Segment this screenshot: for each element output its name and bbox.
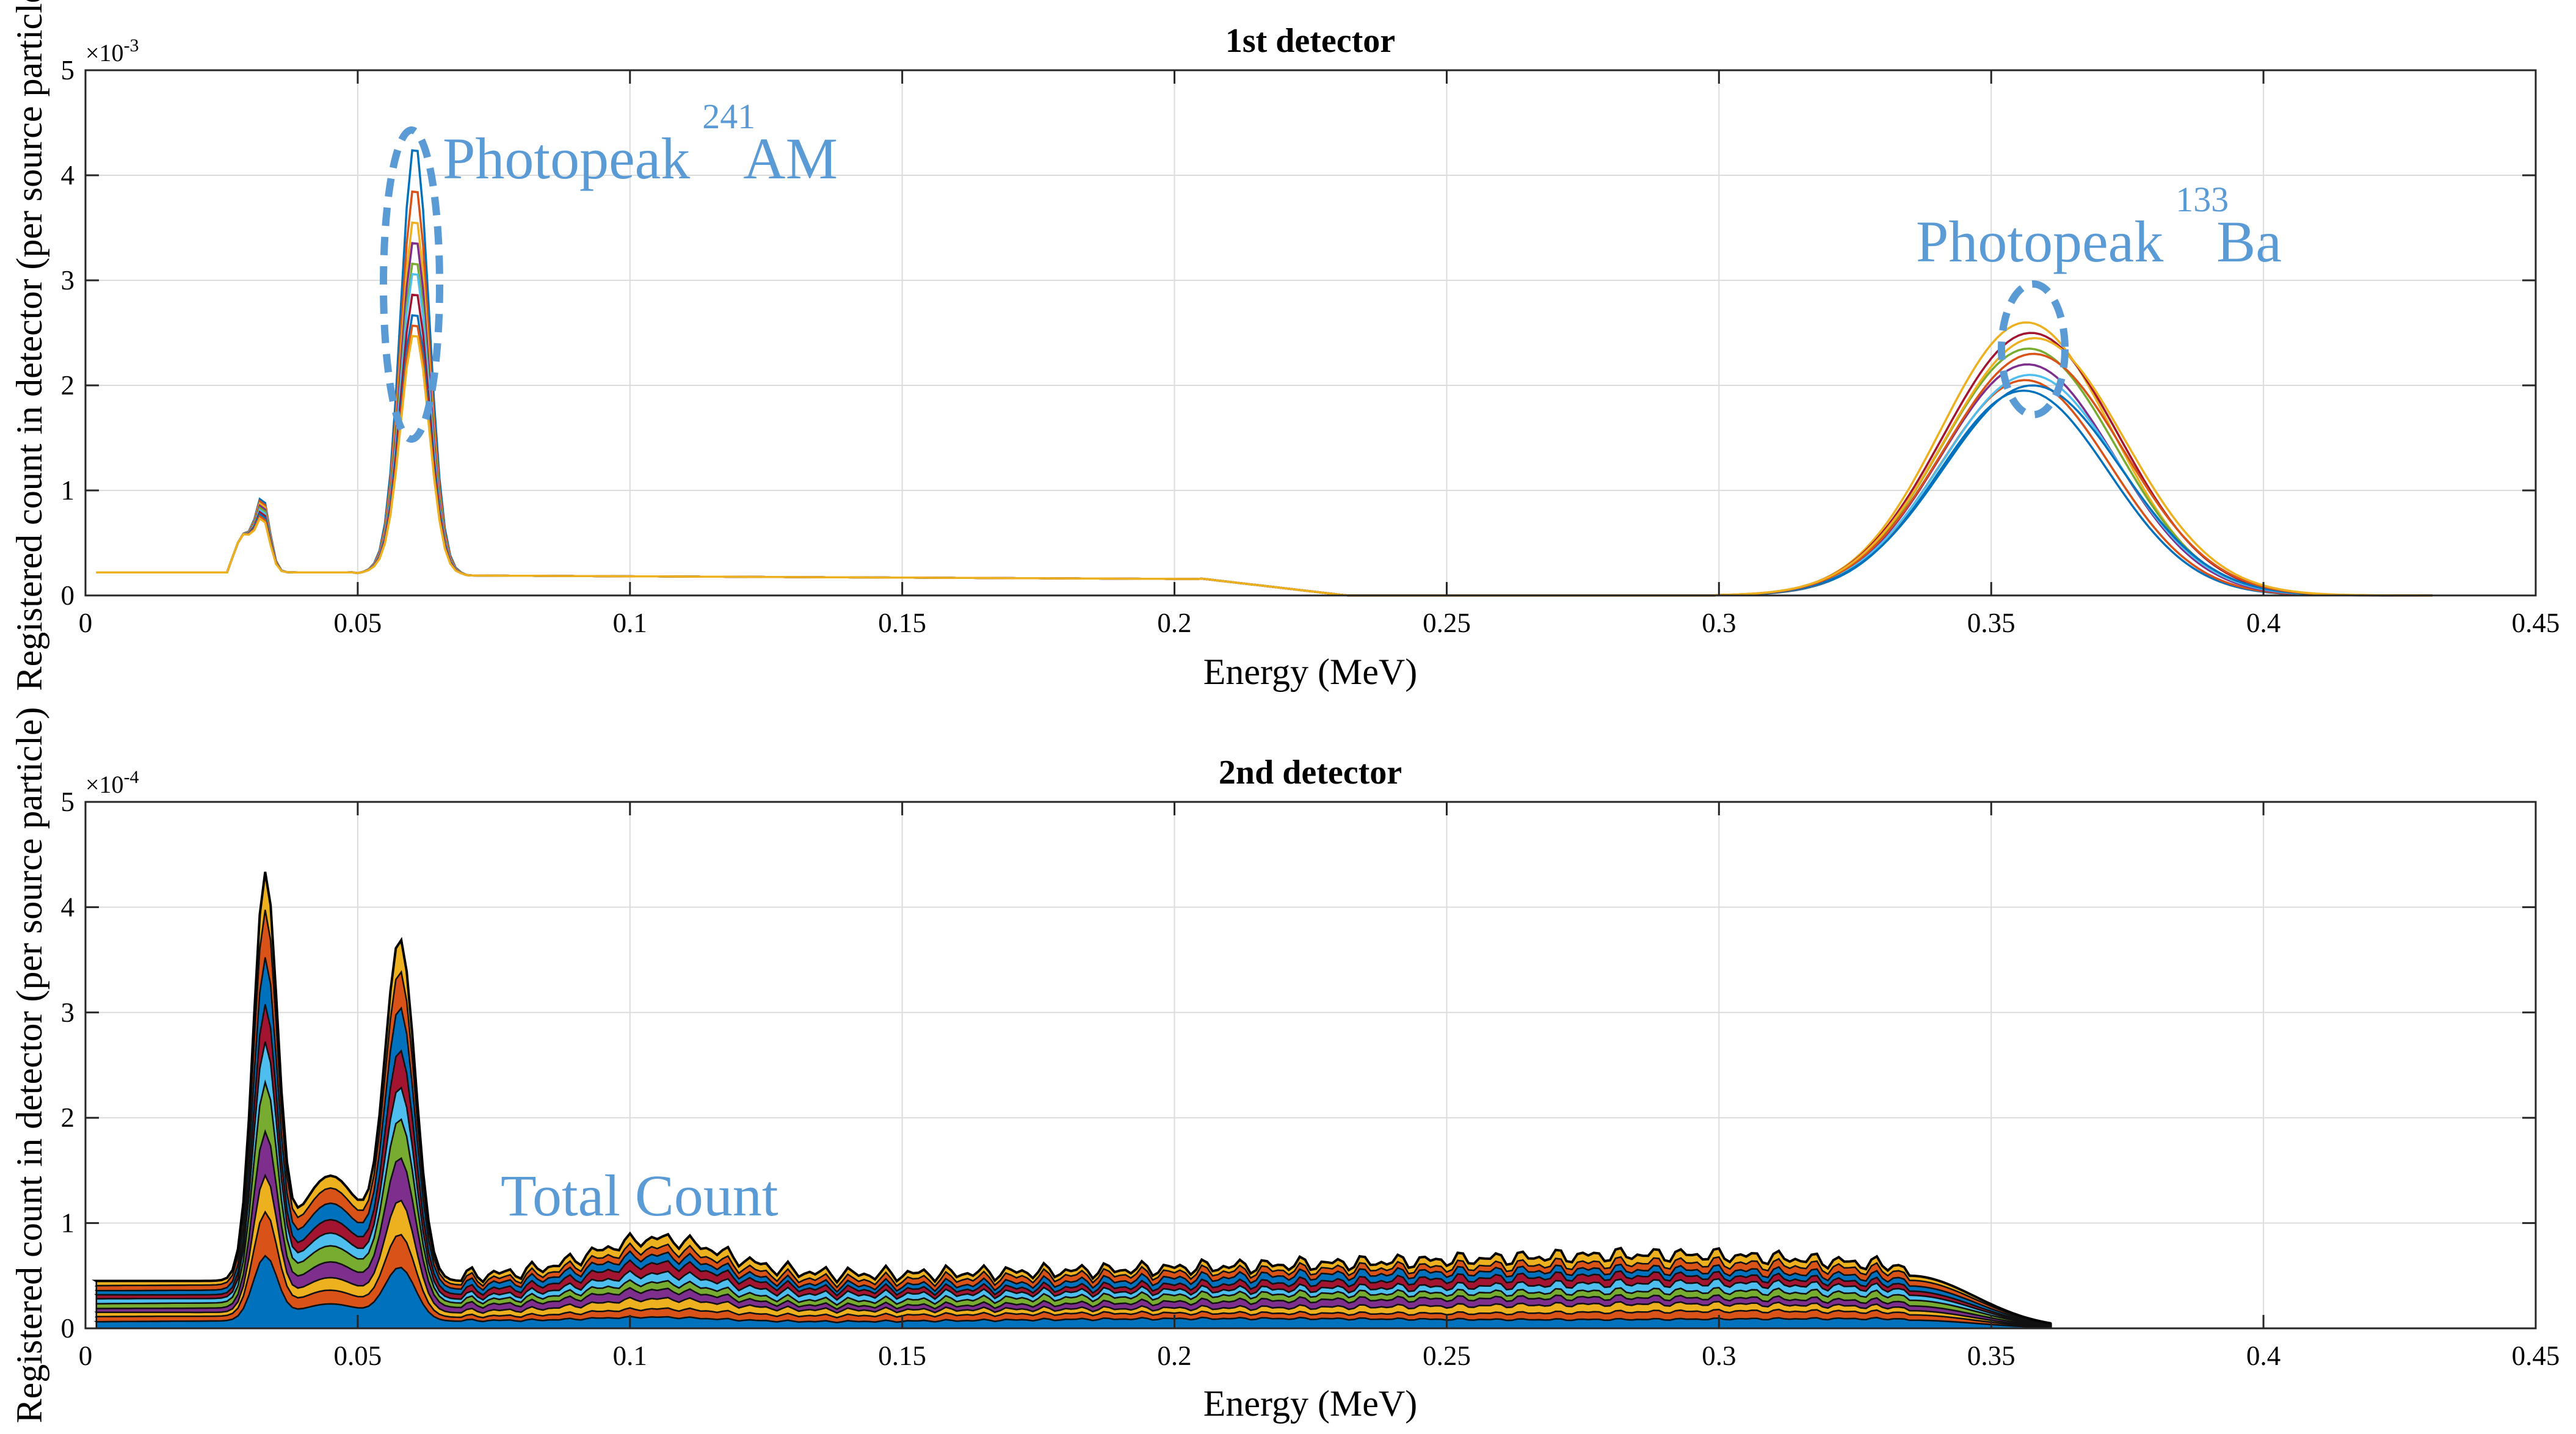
chart-1: 0 0.05 0.1 0.15 0.2 0.25 0.3 0.35 0.4 0.45012345 … [9,0,2560,692]
photopeak-133ba-ellipse [1998,280,2069,418]
chart-2-ticks: 0 0.05 0.1 0.15 0.2 0.25 0.3 0.35 0.4 0.45 0 1 2 3 4 5 [61,787,2560,1371]
photopeak-241am-isotope: AM [743,126,838,191]
chart-2: 0 0.05 0.1 0.15 0.2 0.25 0.3 0.35 0.4 0.45012345 … [9,707,2560,1424]
chart-2-y-tick-label: 2 [61,1102,75,1133]
chart-2-y-tick-label: 5 [61,787,75,817]
chart-2-y-exponent: ×10-4 [85,767,139,798]
chart-2-x-tick-label: 0.4 [2246,1341,2280,1371]
chart-2-y-axis-label: Registered count in detector (per source… [9,707,49,1424]
chart-1-x-tick-label: 0.3 [1702,608,1736,638]
chart-1-x-tick-label: 0.25 [1423,608,1471,638]
chart-2-y-tick-label: 1 [61,1208,75,1239]
chart-2-total-outline [92,872,2052,1325]
chart-2-x-tick-label: 0.05 [334,1341,382,1371]
chart-2-axes-box [84,801,2537,1330]
total-count-label: Total Count [501,1163,778,1228]
chart-1-ticks: 0 0.05 0.1 0.15 0.2 0.25 0.3 0.35 0.4 0.45 0 1 2 3 4 5 [61,55,2560,638]
chart-2-y-tick-label: 3 [61,997,75,1028]
photopeak-241am-ellipse [380,126,443,443]
chart-2-grid [85,802,2536,1328]
chart-1-y-exponent: ×10-3 [85,35,139,67]
photopeak-133ba-label: Photopeak 133 Ba [1916,180,2282,274]
chart-2-x-tick-label: 0.15 [878,1341,926,1371]
chart-1-x-tick-label: 0.1 [613,608,647,638]
chart-1-y-exponent-power: -3 [124,35,139,56]
chart-1-y-tick-label: 1 [61,475,75,506]
chart-1-y-exponent-base: ×10 [85,39,124,67]
chart-1-x-tick-label: 0.2 [1157,608,1191,638]
photopeak-133ba-isotope: Ba [2216,209,2282,274]
chart-2-x-tick-label: 0.1 [613,1341,647,1371]
chart-2-y-exponent-power: -4 [124,767,139,787]
chart-1-y-tick-label: 3 [61,265,75,296]
chart-1-series-line [96,335,2433,597]
chart-1-grid [85,70,2536,595]
chart-1-x-tick-label: 0.05 [334,608,382,638]
photopeak-133ba-mass: 133 [2175,180,2229,219]
chart-2-x-tick-label: 0.25 [1423,1341,1471,1371]
photopeak-241am-text: Photopeak [443,126,690,191]
chart-2-x-tick-label: 0.35 [1967,1341,2015,1371]
chart-1-x-axis-label: Energy (MeV) [1203,652,1417,692]
chart-2-x-axis-label: Energy (MeV) [1203,1383,1417,1424]
chart-1-y-tick-label: 0 [61,580,75,611]
photopeak-241am-mass: 241 [702,96,755,136]
chart-1-y-axis-label: Registered count in detector (per source… [9,0,49,691]
chart-2-title: 2nd detector [1219,754,1402,792]
chart-2-y-tick-label: 0 [61,1313,75,1344]
chart-1-title: 1st detector [1225,22,1395,60]
chart-1-y-tick-label: 5 [61,55,75,86]
chart-1-y-tick-label: 4 [61,160,75,191]
chart-2-x-tick-label: 0 [79,1341,93,1371]
chart-2-x-tick-label: 0.2 [1157,1341,1191,1371]
chart-1-x-tick-label: 0.45 [2512,608,2560,638]
chart-2-y-tick-label: 4 [61,892,75,922]
chart-2-x-tick-label: 0.3 [1702,1341,1736,1371]
chart-1-x-tick-label: 0 [79,608,93,638]
chart-1-axes-box [84,69,2537,597]
chart-2-y-exponent-base: ×10 [85,771,124,798]
chart-1-x-tick-label: 0.35 [1967,608,2015,638]
chart-2-areas [92,872,2052,1330]
photopeak-133ba-text: Photopeak [1916,209,2163,274]
chart-1-lines [96,149,2433,597]
chart-2-x-tick-label: 0.45 [2512,1341,2560,1371]
photopeak-241am-label: Photopeak 241 AM [443,96,838,191]
chart-1-x-tick-label: 0.4 [2246,608,2280,638]
chart-1-y-tick-label: 2 [61,370,75,401]
chart-1-x-tick-label: 0.15 [878,608,926,638]
